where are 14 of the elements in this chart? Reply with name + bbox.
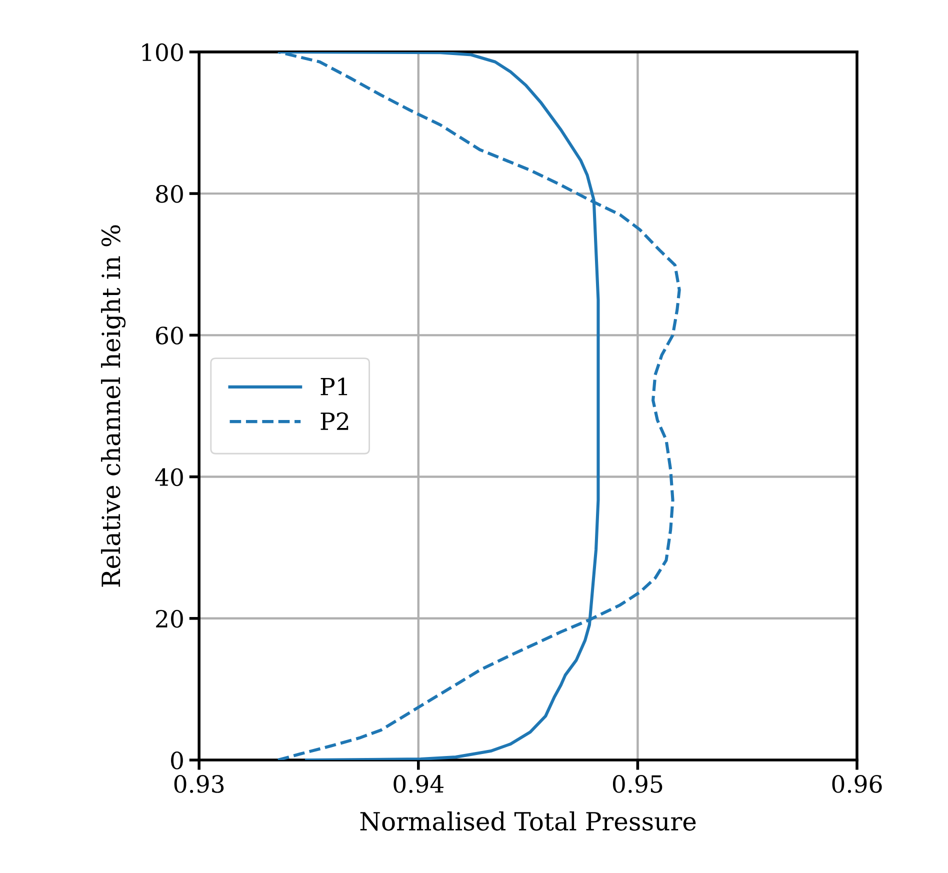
y-tick-label: 80 [156,185,183,203]
x-tick-label: 0.95 [612,775,662,793]
x-tick-label: 0.94 [394,775,444,793]
y-tick-label: 100 [142,43,183,62]
legend-label: P2 [320,412,348,430]
y-tick-label: 60 [156,326,183,344]
y-tick-label: 0 [171,751,183,770]
legend-label: P1 [320,378,348,396]
x-tick-label: 0.96 [832,775,882,793]
x-axis-title: Normalised Total Pressure [360,811,696,831]
y-axis-title: Relative channel height in % [100,225,126,587]
y-tick-label: 40 [155,468,183,486]
y-tick-label: 20 [156,610,183,628]
x-tick-label: 0.93 [174,775,224,793]
